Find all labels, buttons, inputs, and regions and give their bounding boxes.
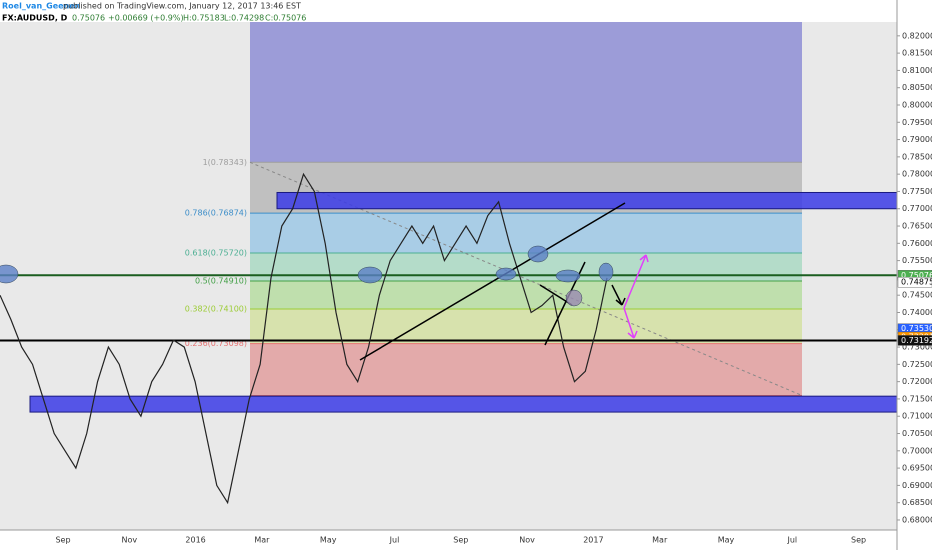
x-tick-label: Mar	[652, 536, 668, 545]
price-tag	[897, 335, 932, 346]
fib-label: 0.618(0.75720)	[185, 249, 247, 258]
y-tick-label: 0.77000	[902, 204, 932, 213]
x-tick-label: Mar	[254, 536, 270, 545]
y-tick-label: 0.68500	[902, 498, 932, 507]
arrow	[611, 284, 626, 306]
y-tick-label: 0.69500	[902, 464, 932, 473]
y-tick-label: 0.80000	[902, 100, 932, 109]
x-tick-label: Sep	[55, 536, 70, 545]
fib-zone	[250, 343, 802, 396]
fib-trend	[249, 161, 803, 396]
y-tick-label: 0.73000	[902, 343, 932, 352]
fib-label: 0.382(0.74100)	[185, 305, 247, 314]
fib-zone	[250, 253, 802, 282]
x-tick-label: May	[718, 536, 735, 545]
x-tick-label: Jul	[786, 536, 797, 545]
low: L:0.74298	[224, 14, 264, 23]
y-tick-label: 0.74000	[902, 308, 932, 317]
y-tick-label: 0.74500	[902, 291, 932, 300]
y-tick-label: 0.72500	[902, 360, 932, 369]
y-tick-label: 0.78500	[902, 152, 932, 161]
x-tick-label: Nov	[121, 536, 137, 545]
y-tick-label: 0.70000	[902, 446, 932, 455]
fib-label: 1(0.78343)	[203, 158, 247, 167]
y-tick-label: 0.69000	[902, 481, 932, 490]
x-tick-label: Jul	[389, 536, 400, 545]
x-tick-label: Nov	[519, 536, 535, 545]
change: +0.00669 (+0.9%)	[108, 14, 184, 23]
fib-zone	[250, 213, 802, 254]
y-tick-label: 0.81500	[902, 49, 932, 58]
x-tick-label: May	[320, 536, 337, 545]
y-tick-label: 0.81000	[902, 66, 932, 75]
y-tick-label: 0.75500	[902, 256, 932, 265]
y-tick-label: 0.82000	[902, 31, 932, 40]
price-tag-label: 0.74875	[901, 278, 932, 287]
y-tick-label: 0.79500	[902, 118, 932, 127]
fib-zone	[250, 309, 802, 344]
y-tick-label: 0.79000	[902, 135, 932, 144]
last: 0.75076	[72, 14, 105, 23]
y-tick-label: 0.72000	[902, 377, 932, 386]
published: published on TradingView.com, January 12…	[63, 2, 301, 11]
markers	[0, 245, 614, 307]
y-tick-label: 0.76000	[902, 239, 932, 248]
x-tick-label: Sep	[453, 536, 468, 545]
y-tick-label: 0.77500	[902, 187, 932, 196]
x-tick-label: 2017	[583, 536, 603, 545]
y-tick-label: 0.71500	[902, 394, 932, 403]
y-tick-label: 0.78000	[902, 170, 932, 179]
arrow	[623, 254, 649, 339]
zone	[29, 395, 898, 413]
price-line	[0, 172, 608, 505]
fib-label: 0.236(0.73098)	[185, 339, 247, 348]
fib-label: 0.5(0.74910)	[195, 277, 247, 286]
x-tick-label: Sep	[851, 536, 866, 545]
price-tag	[897, 277, 932, 288]
y-tick-label: 0.80500	[902, 83, 932, 92]
price-tag-label: 0.73192	[901, 336, 932, 345]
close: C:0.75076	[265, 14, 306, 23]
symbol: FX:AUDUSD, D	[2, 14, 68, 23]
fib-label: 0.786(0.76874)	[185, 209, 247, 218]
y-tick-label: 0.68000	[902, 515, 932, 524]
x-tick-label: 2016	[185, 536, 205, 545]
price-tag-label: 0.75076	[901, 271, 932, 280]
price-tag-label: 0.73530	[901, 324, 932, 333]
fib-zone	[250, 22, 802, 163]
zone	[276, 191, 898, 210]
y-tick-label: 0.70500	[902, 429, 932, 438]
y-tick-label: 0.76500	[902, 222, 932, 231]
author: Roel_van_Geenen	[2, 2, 81, 11]
trend-line	[359, 202, 626, 361]
high: H:0.75183	[183, 14, 225, 23]
y-tick-label: 0.71000	[902, 412, 932, 421]
